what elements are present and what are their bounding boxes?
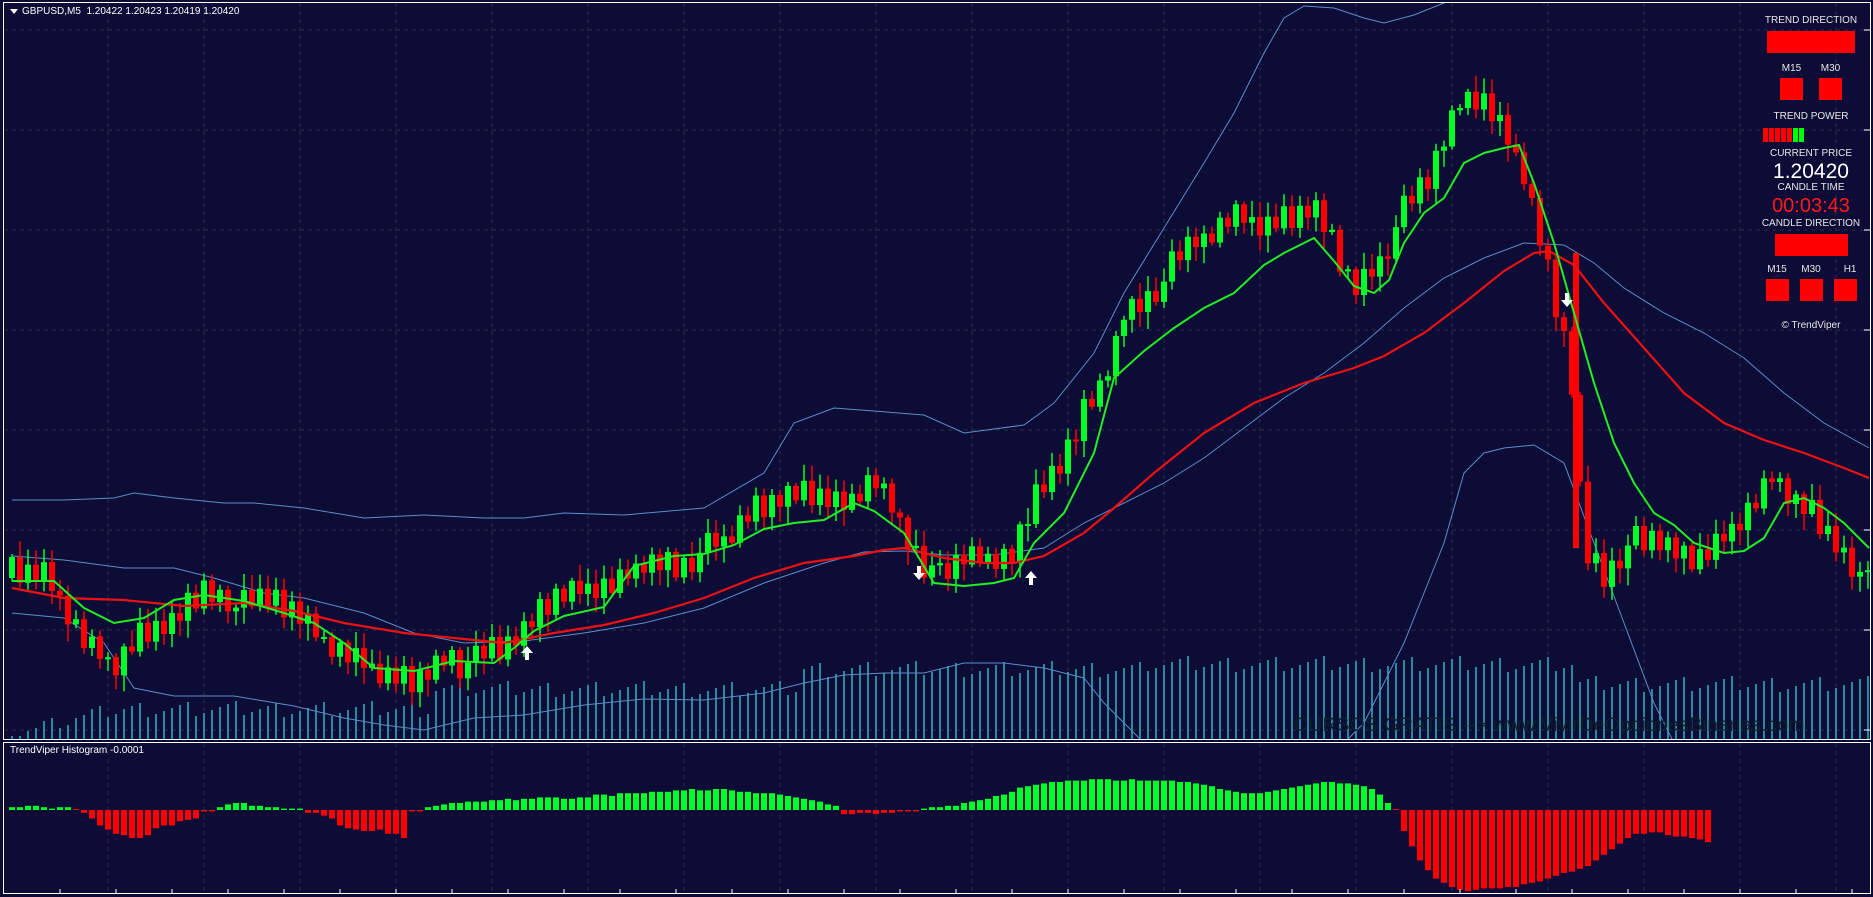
candle-direction-indicator (1774, 234, 1848, 256)
histogram-name: TrendViper Histogram (10, 745, 108, 756)
collapse-triangle-icon[interactable] (10, 8, 18, 14)
buy-arrow-icon (1025, 571, 1037, 585)
trend-power-segment (1775, 128, 1780, 142)
candle-h1-label: H1 (1843, 264, 1857, 275)
trend-power-segment (1769, 128, 1774, 142)
candle-time-value: 00:03:43 (1772, 195, 1850, 217)
trend-power-label: TREND POWER (1773, 111, 1849, 122)
trend-power-segment (1793, 128, 1798, 142)
candle-m30-indicator (1799, 279, 1823, 301)
trend-power-segment (1787, 128, 1792, 142)
trend-m30-label: M30 (1820, 63, 1841, 74)
trend-power-meter (1752, 128, 1870, 142)
trend-direction-indicator (1767, 31, 1855, 53)
current-price-label: CURRENT PRICE (1769, 148, 1853, 159)
candle-m15-indicator (1765, 279, 1789, 301)
candle-time-label: CANDLE TIME (1777, 182, 1845, 193)
watermark-text: CURSOS GRATIS --> www.VivirDeOpcionesBin… (1294, 715, 1806, 736)
candle-m30-label: M30 (1801, 264, 1821, 275)
histogram-value: -0.0001 (110, 745, 144, 756)
ohlc-values: 1.20422 1.20423 1.20419 1.20420 (86, 6, 240, 17)
main-price-pane[interactable]: GBPUSD,M5 1.20422 1.20423 1.20419 1.2042… (3, 2, 1871, 740)
trend-m15-indicator (1780, 78, 1803, 100)
trend-power-segment (1799, 128, 1804, 142)
trend-m30-indicator (1819, 78, 1842, 100)
current-price-value: 1.20420 (1773, 160, 1849, 183)
histogram-pane[interactable]: TrendViper Histogram -0.0001 (3, 742, 1871, 894)
candle-m15-label: M15 (1767, 264, 1787, 275)
trend-power-segment (1763, 128, 1768, 142)
sell-arrow-icon (913, 566, 925, 580)
trend-direction-label: TREND DIRECTION (1764, 15, 1858, 26)
sell-arrow-icon (1561, 293, 1573, 307)
trend-power-segment (1781, 128, 1786, 142)
trendviper-histogram[interactable] (4, 743, 1870, 893)
candlestick-chart[interactable] (4, 3, 1870, 739)
trend-m15-label: M15 (1781, 63, 1802, 74)
candle-direction-label: CANDLE DIRECTION (1761, 218, 1861, 229)
candle-h1-indicator (1833, 279, 1857, 301)
buy-arrow-icon (521, 646, 533, 660)
trendviper-info-panel: TREND DIRECTION M15 M30 TREND POWER CURR… (1752, 15, 1870, 332)
symbol-label: GBPUSD,M5 (22, 6, 81, 17)
histogram-header: TrendViper Histogram -0.0001 (10, 745, 144, 756)
chart-header: GBPUSD,M5 1.20422 1.20423 1.20419 1.2042… (10, 6, 239, 17)
copyright-label: © TrendViper (1781, 320, 1841, 331)
